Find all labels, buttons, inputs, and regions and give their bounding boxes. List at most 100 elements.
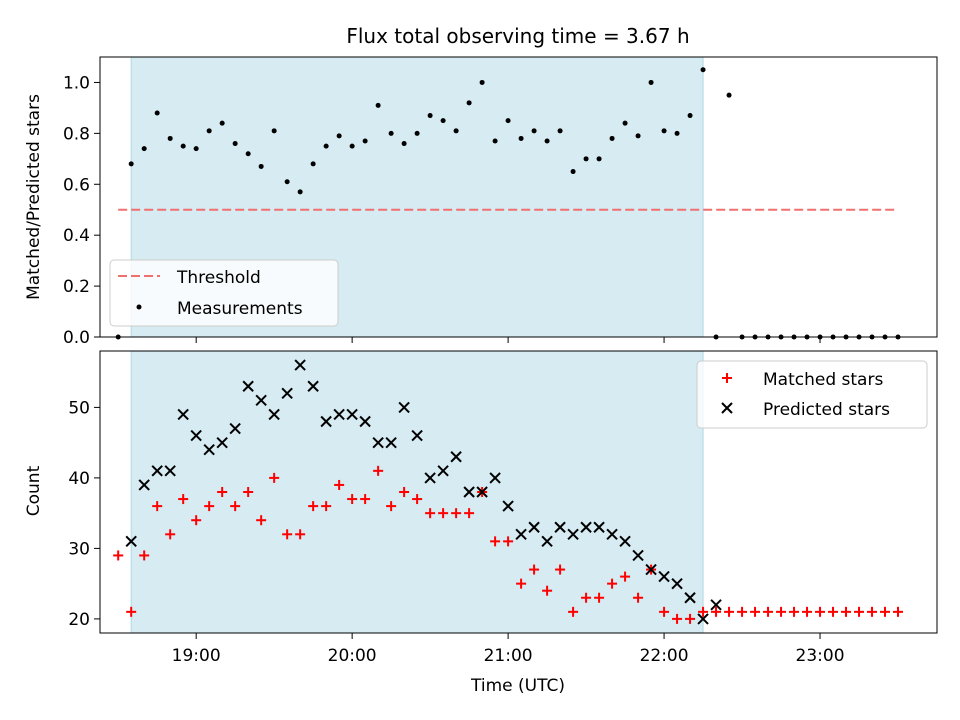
predicted-star-point — [242, 380, 254, 392]
measurement-point — [401, 141, 407, 147]
cross-stroke-b — [658, 570, 670, 583]
measurement-point — [648, 79, 654, 85]
predicted-star-point — [190, 429, 202, 442]
cross-stroke-b — [333, 408, 345, 421]
cross-stroke-b — [255, 394, 267, 407]
x-tick-label: 21:00 — [484, 646, 533, 666]
matched-star-point — [633, 592, 644, 603]
predicted-star-point — [671, 577, 683, 590]
measurement-point — [453, 128, 459, 134]
measurement-point — [726, 92, 732, 98]
predicted-star-point — [216, 436, 228, 449]
measurement-point — [232, 141, 238, 147]
measurement-point — [167, 135, 173, 141]
predicted-star-point — [710, 599, 722, 611]
bottom-y-tick-label: 30 — [68, 539, 90, 559]
predicted-star-point — [658, 570, 670, 583]
predicted-star-point — [463, 486, 475, 498]
cross-stroke-b — [554, 521, 566, 533]
measurement-point — [583, 156, 589, 162]
cross-stroke-b — [502, 500, 514, 512]
cross-stroke-b — [372, 436, 384, 449]
predicted-star-point — [567, 528, 579, 541]
predicted-star-point — [515, 528, 527, 541]
predicted-star-point — [229, 422, 241, 435]
matched-star-point — [230, 501, 241, 512]
predicted-star-point — [294, 359, 306, 371]
cross-stroke-b — [203, 443, 215, 456]
measurement-point — [310, 161, 316, 167]
cross-stroke-b — [463, 486, 475, 498]
matched-star-point — [854, 606, 865, 617]
cross-stroke-b — [645, 563, 657, 576]
matched-star-point — [698, 606, 709, 617]
cross-stroke-b — [242, 380, 254, 392]
legend-matched-label: Matched stars — [763, 370, 883, 390]
matched-star-point — [139, 550, 150, 561]
cross-stroke-b — [346, 408, 358, 421]
matched-star-point — [243, 487, 254, 497]
matched-star-point — [750, 606, 761, 617]
predicted-star-point — [385, 436, 397, 449]
measurement-point — [180, 143, 186, 149]
cross-stroke-b — [671, 577, 683, 590]
predicted-star-point — [619, 535, 631, 548]
top-y-axis: 0.0 0.2 0.4 0.6 0.8 1.0 — [63, 73, 100, 348]
predicted-star-point — [502, 500, 514, 512]
predicted-star-point — [255, 394, 267, 407]
top-x-ticks — [195, 337, 821, 343]
measurement-point — [349, 143, 355, 149]
matched-star-point — [581, 592, 592, 603]
cross-stroke-b — [190, 429, 202, 442]
bottom-y-tick-label: 20 — [68, 610, 90, 630]
predicted-star-points — [125, 359, 722, 625]
measurement-point — [622, 120, 628, 126]
matched-star-point — [893, 606, 904, 617]
measurement-point — [245, 151, 251, 157]
matched-star-point — [880, 606, 891, 617]
matched-star-point — [256, 515, 267, 526]
predicted-star-point — [632, 549, 644, 562]
cross-stroke-b — [320, 415, 332, 428]
predicted-star-point — [320, 415, 332, 428]
predicted-star-point — [372, 436, 384, 449]
matched-star-point — [334, 479, 345, 490]
measurement-point — [297, 189, 303, 195]
measurement-point — [336, 133, 342, 139]
measurement-point — [505, 118, 511, 124]
measurement-point — [362, 138, 368, 144]
cross-stroke-b — [697, 613, 709, 625]
measurement-point — [635, 133, 641, 139]
cross-stroke-b — [450, 451, 462, 463]
cross-stroke-b — [359, 415, 371, 428]
matched-star-point — [490, 536, 501, 547]
measurement-point — [674, 130, 680, 136]
measurement-point — [596, 156, 602, 162]
cross-stroke-b — [164, 465, 176, 477]
cross-stroke-b — [125, 535, 137, 548]
cross-stroke-b — [606, 528, 618, 541]
matched-star-point — [412, 494, 423, 505]
matched-star-point — [113, 550, 124, 561]
measurement-point — [466, 100, 472, 106]
matched-star-point — [191, 515, 202, 526]
matched-star-point — [594, 592, 605, 603]
matched-star-point — [464, 508, 475, 519]
cross-stroke-b — [476, 486, 488, 498]
top-y-tick-label: 0.8 — [63, 124, 90, 144]
top-y-tick-label: 0.2 — [63, 277, 90, 297]
predicted-star-point — [398, 401, 410, 414]
measurement-point — [193, 146, 199, 152]
matched-star-point — [776, 606, 787, 617]
matched-star-point — [217, 487, 228, 497]
cross-stroke-b — [567, 528, 579, 541]
predicted-star-point — [307, 380, 319, 392]
measurement-point — [492, 138, 498, 144]
measurement-point — [440, 118, 446, 124]
measurement-point — [544, 138, 550, 144]
cross-stroke-b — [619, 535, 631, 548]
cross-stroke-b — [437, 465, 449, 477]
bottom-legend-box — [696, 360, 928, 429]
measurement-point — [427, 113, 433, 119]
matched-star-point — [451, 508, 462, 519]
